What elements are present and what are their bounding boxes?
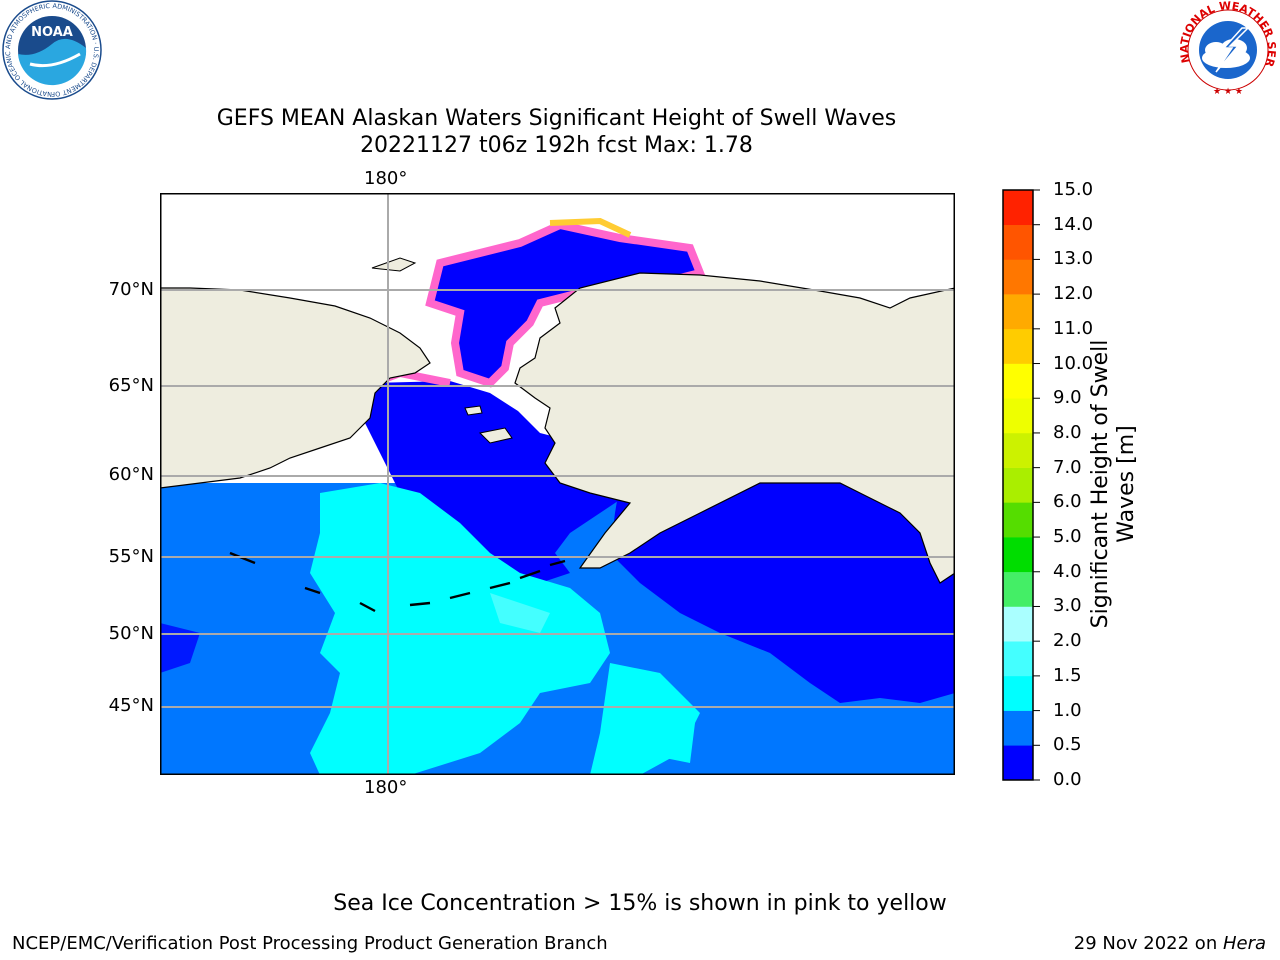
sea-ice-footnote: Sea Ice Concentration > 15% is shown in …: [333, 891, 947, 916]
colorbar-tick-label: 9.0: [1053, 387, 1082, 409]
colorbar-tick-label: 1.0: [1053, 699, 1082, 721]
colorbar-swatch: [1003, 641, 1033, 677]
lon-label-bottom: 180°: [364, 777, 408, 798]
footer-credit: NCEP/EMC/Verification Post Processing Pr…: [12, 933, 608, 954]
colorbar-tick-label: 0.0: [1053, 769, 1082, 790]
lat-label-45: 45°N: [108, 695, 154, 716]
colorbar-tick-label: 11.0: [1053, 317, 1094, 339]
footer-host: Hera: [1222, 933, 1266, 954]
colorbar-tick-label: 5.0: [1053, 526, 1082, 548]
colorbar-tick-label: 14.0: [1053, 213, 1094, 235]
colorbar-tick-label: 7.0: [1053, 456, 1082, 478]
lat-label-50: 50°N: [108, 623, 154, 644]
colorbar-swatch: [1003, 675, 1033, 711]
chart-subtitle: 20221127 t06z 192h fcst Max: 1.78: [360, 133, 753, 158]
colorbar-tick-label: 1.5: [1053, 664, 1082, 686]
svg-text:★ ★ ★: ★ ★ ★: [1213, 87, 1243, 97]
chart-title: GEFS MEAN Alaskan Waters Significant Hei…: [216, 106, 897, 131]
colorbar-tick-label: 13.0: [1053, 248, 1094, 270]
colorbar-tick-label: 4.0: [1053, 560, 1082, 582]
colorbar-swatch: [1003, 328, 1033, 364]
lat-label-70: 70°N: [108, 279, 154, 300]
colorbar-tick-label: 2.0: [1053, 630, 1082, 652]
colorbar-tick-label: 8.0: [1053, 421, 1082, 443]
colorbar-swatch: [1003, 224, 1033, 260]
colorbar-tick-label: 6.0: [1053, 491, 1082, 513]
footer-date: 29 Nov 2022 on Hera: [1074, 933, 1266, 954]
colorbar-swatch: [1003, 467, 1033, 503]
lon-label-top: 180°: [364, 168, 408, 189]
colorbar-swatch: [1003, 537, 1033, 573]
colorbar-tick-label: 15.0: [1053, 179, 1094, 200]
lat-label-60: 60°N: [108, 464, 154, 485]
lat-label-55: 55°N: [108, 546, 154, 567]
colorbar-label: Significant Height of Swell Waves [m]: [1088, 339, 1139, 629]
colorbar-swatch: [1003, 398, 1033, 434]
colorbar-swatch: [1003, 259, 1033, 295]
noaa-logo-text: NOAA: [31, 25, 73, 40]
colorbar-swatch: [1003, 710, 1033, 746]
colorbar-tick-label: 3.0: [1053, 595, 1082, 617]
lat-label-65: 65°N: [108, 375, 154, 396]
colorbar-swatch: [1003, 571, 1033, 607]
map-panel: [160, 193, 955, 775]
colorbar-tick-label: 0.5: [1053, 734, 1082, 756]
colorbar-swatch: [1003, 190, 1033, 226]
colorbar-swatch: [1003, 502, 1033, 538]
noaa-logo: NATIONAL OCEANIC AND ATMOSPHERIC ADMINIS…: [0, 0, 102, 100]
colorbar-swatch: [1003, 606, 1033, 642]
colorbar-tick-label: 12.0: [1053, 283, 1094, 305]
colorbar-swatch: [1003, 432, 1033, 468]
colorbar-frame: [1002, 189, 1034, 781]
nws-logo: NATIONAL WEATHER SERVICE ★ ★ ★: [1176, 0, 1278, 97]
colorbar: [1002, 189, 1040, 781]
footer-date-text: 29 Nov 2022 on: [1073, 933, 1223, 954]
colorbar-swatch: [1003, 745, 1033, 781]
colorbar-tick-label: 10.0: [1053, 352, 1094, 374]
colorbar-swatch: [1003, 294, 1033, 330]
colorbar-swatch: [1003, 363, 1033, 399]
